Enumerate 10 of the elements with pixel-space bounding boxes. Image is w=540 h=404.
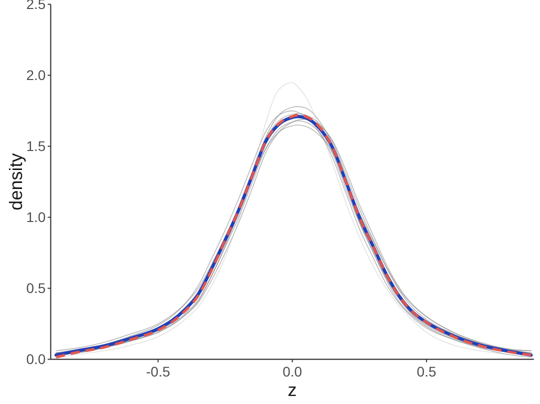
y-tick-label: 0.0 [26, 351, 46, 368]
x-tick-label: 0.0 [282, 363, 302, 380]
x-tick-label: 0.5 [416, 363, 436, 380]
y-tick-label: 0.5 [26, 280, 46, 296]
y-axis-title: density [6, 153, 26, 210]
x-axis-title: z [288, 380, 297, 400]
y-tick-label: 1.0 [26, 209, 46, 226]
y-tick-label: 2.0 [26, 67, 46, 84]
x-tick-label: -0.5 [146, 363, 170, 380]
y-tick-label: 1.5 [26, 138, 46, 154]
